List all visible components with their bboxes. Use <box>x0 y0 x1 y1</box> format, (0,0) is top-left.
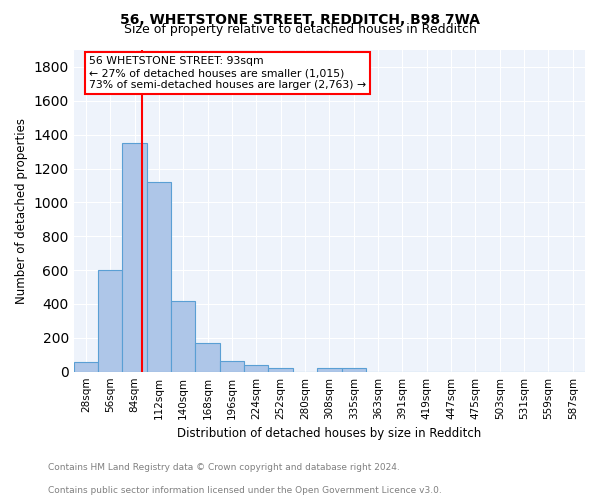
Bar <box>98 270 122 372</box>
Bar <box>74 362 98 372</box>
Text: Size of property relative to detached houses in Redditch: Size of property relative to detached ho… <box>124 22 476 36</box>
Bar <box>196 343 220 372</box>
Bar <box>268 368 293 372</box>
Y-axis label: Number of detached properties: Number of detached properties <box>15 118 28 304</box>
Bar <box>220 360 244 372</box>
Bar <box>122 143 147 372</box>
Bar <box>147 182 171 372</box>
X-axis label: Distribution of detached houses by size in Redditch: Distribution of detached houses by size … <box>177 427 481 440</box>
Text: Contains HM Land Registry data © Crown copyright and database right 2024.: Contains HM Land Registry data © Crown c… <box>48 464 400 472</box>
Bar <box>341 368 366 372</box>
Bar <box>317 368 341 372</box>
Bar <box>171 300 196 372</box>
Bar <box>244 365 268 372</box>
Text: 56 WHETSTONE STREET: 93sqm
← 27% of detached houses are smaller (1,015)
73% of s: 56 WHETSTONE STREET: 93sqm ← 27% of deta… <box>89 56 366 90</box>
Text: Contains public sector information licensed under the Open Government Licence v3: Contains public sector information licen… <box>48 486 442 495</box>
Text: 56, WHETSTONE STREET, REDDITCH, B98 7WA: 56, WHETSTONE STREET, REDDITCH, B98 7WA <box>120 12 480 26</box>
